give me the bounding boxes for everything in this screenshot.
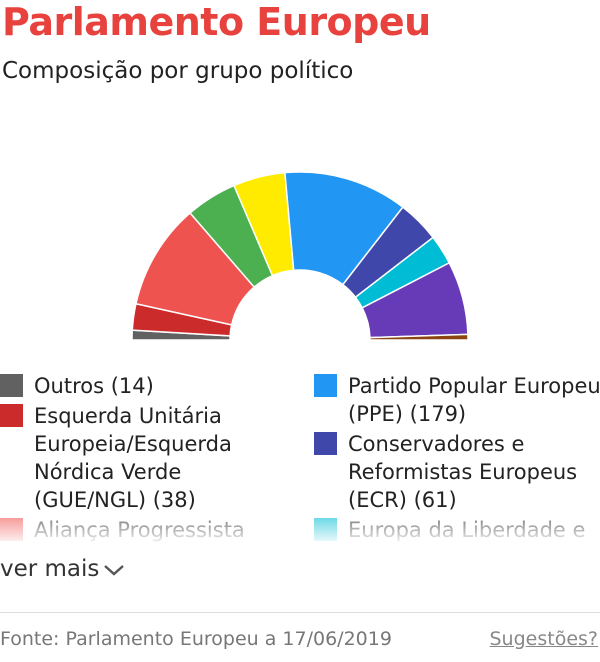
legend-fade-overlay	[0, 514, 600, 544]
show-more-button[interactable]: ver mais	[0, 556, 125, 582]
hemicycle-chart	[131, 171, 469, 341]
legend-label: Esquerda Unitária Europeia/Esquerda Nórd…	[34, 404, 232, 512]
legend-label: Partido Popular Europeu (PPE) (179)	[348, 374, 600, 426]
legend-label: Outros (14)	[34, 374, 154, 398]
legend: Outros (14) Esquerda Unitária Europeia/Es…	[0, 372, 600, 544]
legend-item: Partido Popular Europeu (PPE) (179)	[314, 372, 600, 428]
chevron-down-icon	[104, 564, 125, 576]
legend-item: Conservadores e Reformistas Europeus (EC…	[314, 430, 600, 514]
legend-item: Esquerda Unitária Europeia/Esquerda Nórd…	[0, 402, 290, 514]
footer-divider	[0, 612, 600, 613]
legend-label: Conservadores e Reformistas Europeus (EC…	[348, 432, 578, 512]
legend-swatch	[314, 432, 337, 455]
legend-swatch	[314, 374, 337, 397]
page-subtitle: Composição por grupo político	[2, 58, 354, 84]
show-more-label: ver mais	[0, 556, 100, 582]
page-title: Parlamento Europeu	[2, 0, 431, 44]
source-text: Fonte: Parlamento Europeu a 17/06/2019	[0, 628, 392, 650]
hemicycle-segment	[369, 333, 469, 341]
legend-swatch	[0, 404, 23, 427]
legend-swatch	[0, 374, 23, 397]
suggestions-link[interactable]: Sugestões?	[489, 628, 599, 650]
legend-item: Outros (14)	[0, 372, 290, 400]
